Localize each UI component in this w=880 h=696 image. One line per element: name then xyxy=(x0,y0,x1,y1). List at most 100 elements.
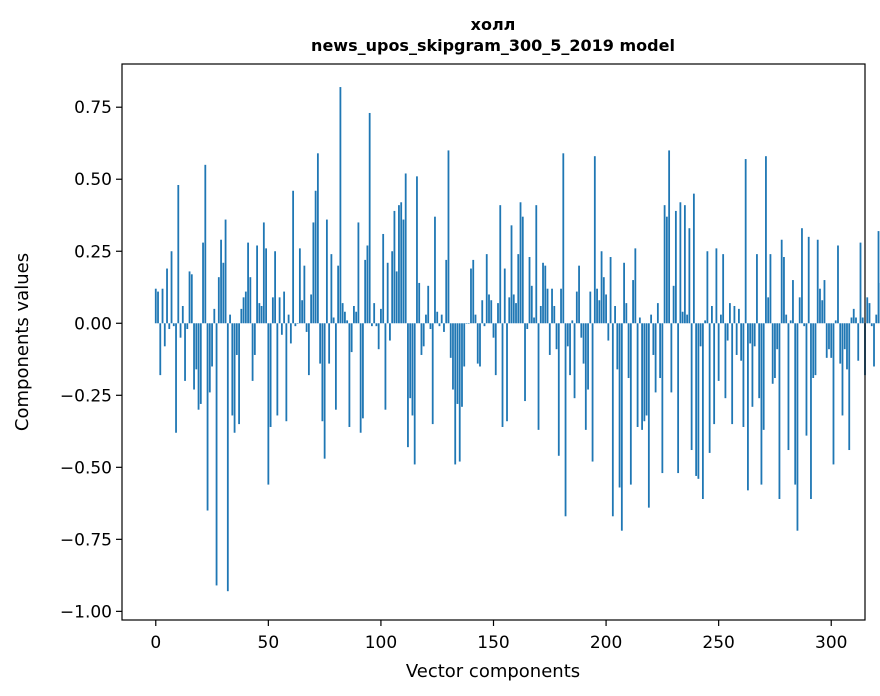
bar-51 xyxy=(269,323,272,427)
bar-151 xyxy=(494,323,497,376)
bar-259 xyxy=(738,308,740,324)
bar-292 xyxy=(812,323,815,379)
bar-19 xyxy=(197,323,200,410)
bar-37 xyxy=(238,323,240,425)
bar-239 xyxy=(692,193,695,324)
bar-101 xyxy=(382,233,385,324)
y-tick-label: −0.75 xyxy=(60,530,112,550)
bar-282 xyxy=(789,320,792,324)
bar-100 xyxy=(380,308,382,324)
bar-90 xyxy=(357,222,360,324)
bar-306 xyxy=(843,323,846,350)
bar-314 xyxy=(861,317,864,324)
bar-53 xyxy=(274,251,276,324)
bar-197 xyxy=(598,300,601,324)
bar-285 xyxy=(796,323,799,531)
bar-171 xyxy=(539,305,542,324)
x-tick-label: 250 xyxy=(702,633,734,653)
bar-13 xyxy=(184,323,186,381)
bar-278 xyxy=(780,239,783,324)
bar-38 xyxy=(240,308,243,324)
bar-7 xyxy=(170,251,173,324)
bar-150 xyxy=(492,323,495,338)
bar-308 xyxy=(848,323,851,451)
bar-283 xyxy=(792,280,794,324)
bar-244 xyxy=(704,320,707,324)
bar-82 xyxy=(339,87,342,324)
bar-214 xyxy=(636,323,639,427)
bar-291 xyxy=(810,323,812,499)
bar-50 xyxy=(267,323,270,485)
bar-94 xyxy=(366,245,369,324)
bar-8 xyxy=(172,323,175,327)
bar-281 xyxy=(787,323,790,451)
bar-275 xyxy=(774,323,776,379)
bar-269 xyxy=(760,323,763,485)
bar-191 xyxy=(584,323,587,430)
bar-20 xyxy=(199,323,202,404)
bar-75 xyxy=(323,323,326,459)
bar-230 xyxy=(672,285,675,324)
bar-128 xyxy=(443,323,445,332)
bar-165 xyxy=(526,323,529,330)
bar-172 xyxy=(542,262,544,324)
bar-159 xyxy=(512,294,515,324)
bar-254 xyxy=(726,323,729,341)
bar-16 xyxy=(190,274,193,324)
bar-229 xyxy=(670,323,673,393)
bar-164 xyxy=(524,323,526,402)
bar-194 xyxy=(591,323,594,462)
bar-142 xyxy=(474,314,477,324)
bar-296 xyxy=(821,300,824,324)
bar-56 xyxy=(280,323,283,335)
bar-136 xyxy=(461,323,463,407)
bar-131 xyxy=(449,323,452,358)
bar-168 xyxy=(533,317,535,324)
bar-147 xyxy=(485,254,488,324)
bar-177 xyxy=(553,305,556,324)
bar-117 xyxy=(418,282,421,324)
x-tick-label: 200 xyxy=(590,633,622,653)
bar-248 xyxy=(713,323,716,425)
bar-223 xyxy=(656,303,659,324)
bar-144 xyxy=(479,323,481,367)
bar-17 xyxy=(193,323,195,390)
bars-group xyxy=(154,87,880,592)
bar-11 xyxy=(179,323,182,338)
bar-66 xyxy=(303,265,306,324)
bar-81 xyxy=(337,265,340,324)
bar-251 xyxy=(720,314,722,324)
bar-250 xyxy=(717,323,720,381)
bar-169 xyxy=(535,205,538,324)
bar-39 xyxy=(242,297,245,324)
bar-63 xyxy=(296,323,299,324)
bar-222 xyxy=(654,323,657,393)
bar-262 xyxy=(744,159,747,324)
bar-122 xyxy=(429,323,432,330)
bar-288 xyxy=(803,323,806,327)
bar-143 xyxy=(476,323,479,364)
bar-211 xyxy=(629,323,632,485)
bar-301 xyxy=(832,323,835,465)
bar-178 xyxy=(555,323,558,350)
bar-54 xyxy=(276,323,279,416)
bar-228 xyxy=(668,150,671,324)
bar-181 xyxy=(562,153,565,324)
bar-72 xyxy=(316,153,319,324)
bar-309 xyxy=(850,317,853,324)
bar-195 xyxy=(593,156,596,324)
bar-92 xyxy=(362,323,364,419)
bar-276 xyxy=(776,323,779,350)
bar-245 xyxy=(706,251,709,324)
bar-252 xyxy=(722,254,725,324)
y-tick-label: −0.50 xyxy=(60,458,112,478)
bar-312 xyxy=(857,323,860,361)
bar-97 xyxy=(373,303,376,324)
bar-234 xyxy=(681,311,684,324)
bar-184 xyxy=(569,323,571,376)
bar-26 xyxy=(213,308,216,324)
bar-218 xyxy=(645,323,648,416)
bar-99 xyxy=(377,323,380,350)
bar-110 xyxy=(402,219,405,324)
